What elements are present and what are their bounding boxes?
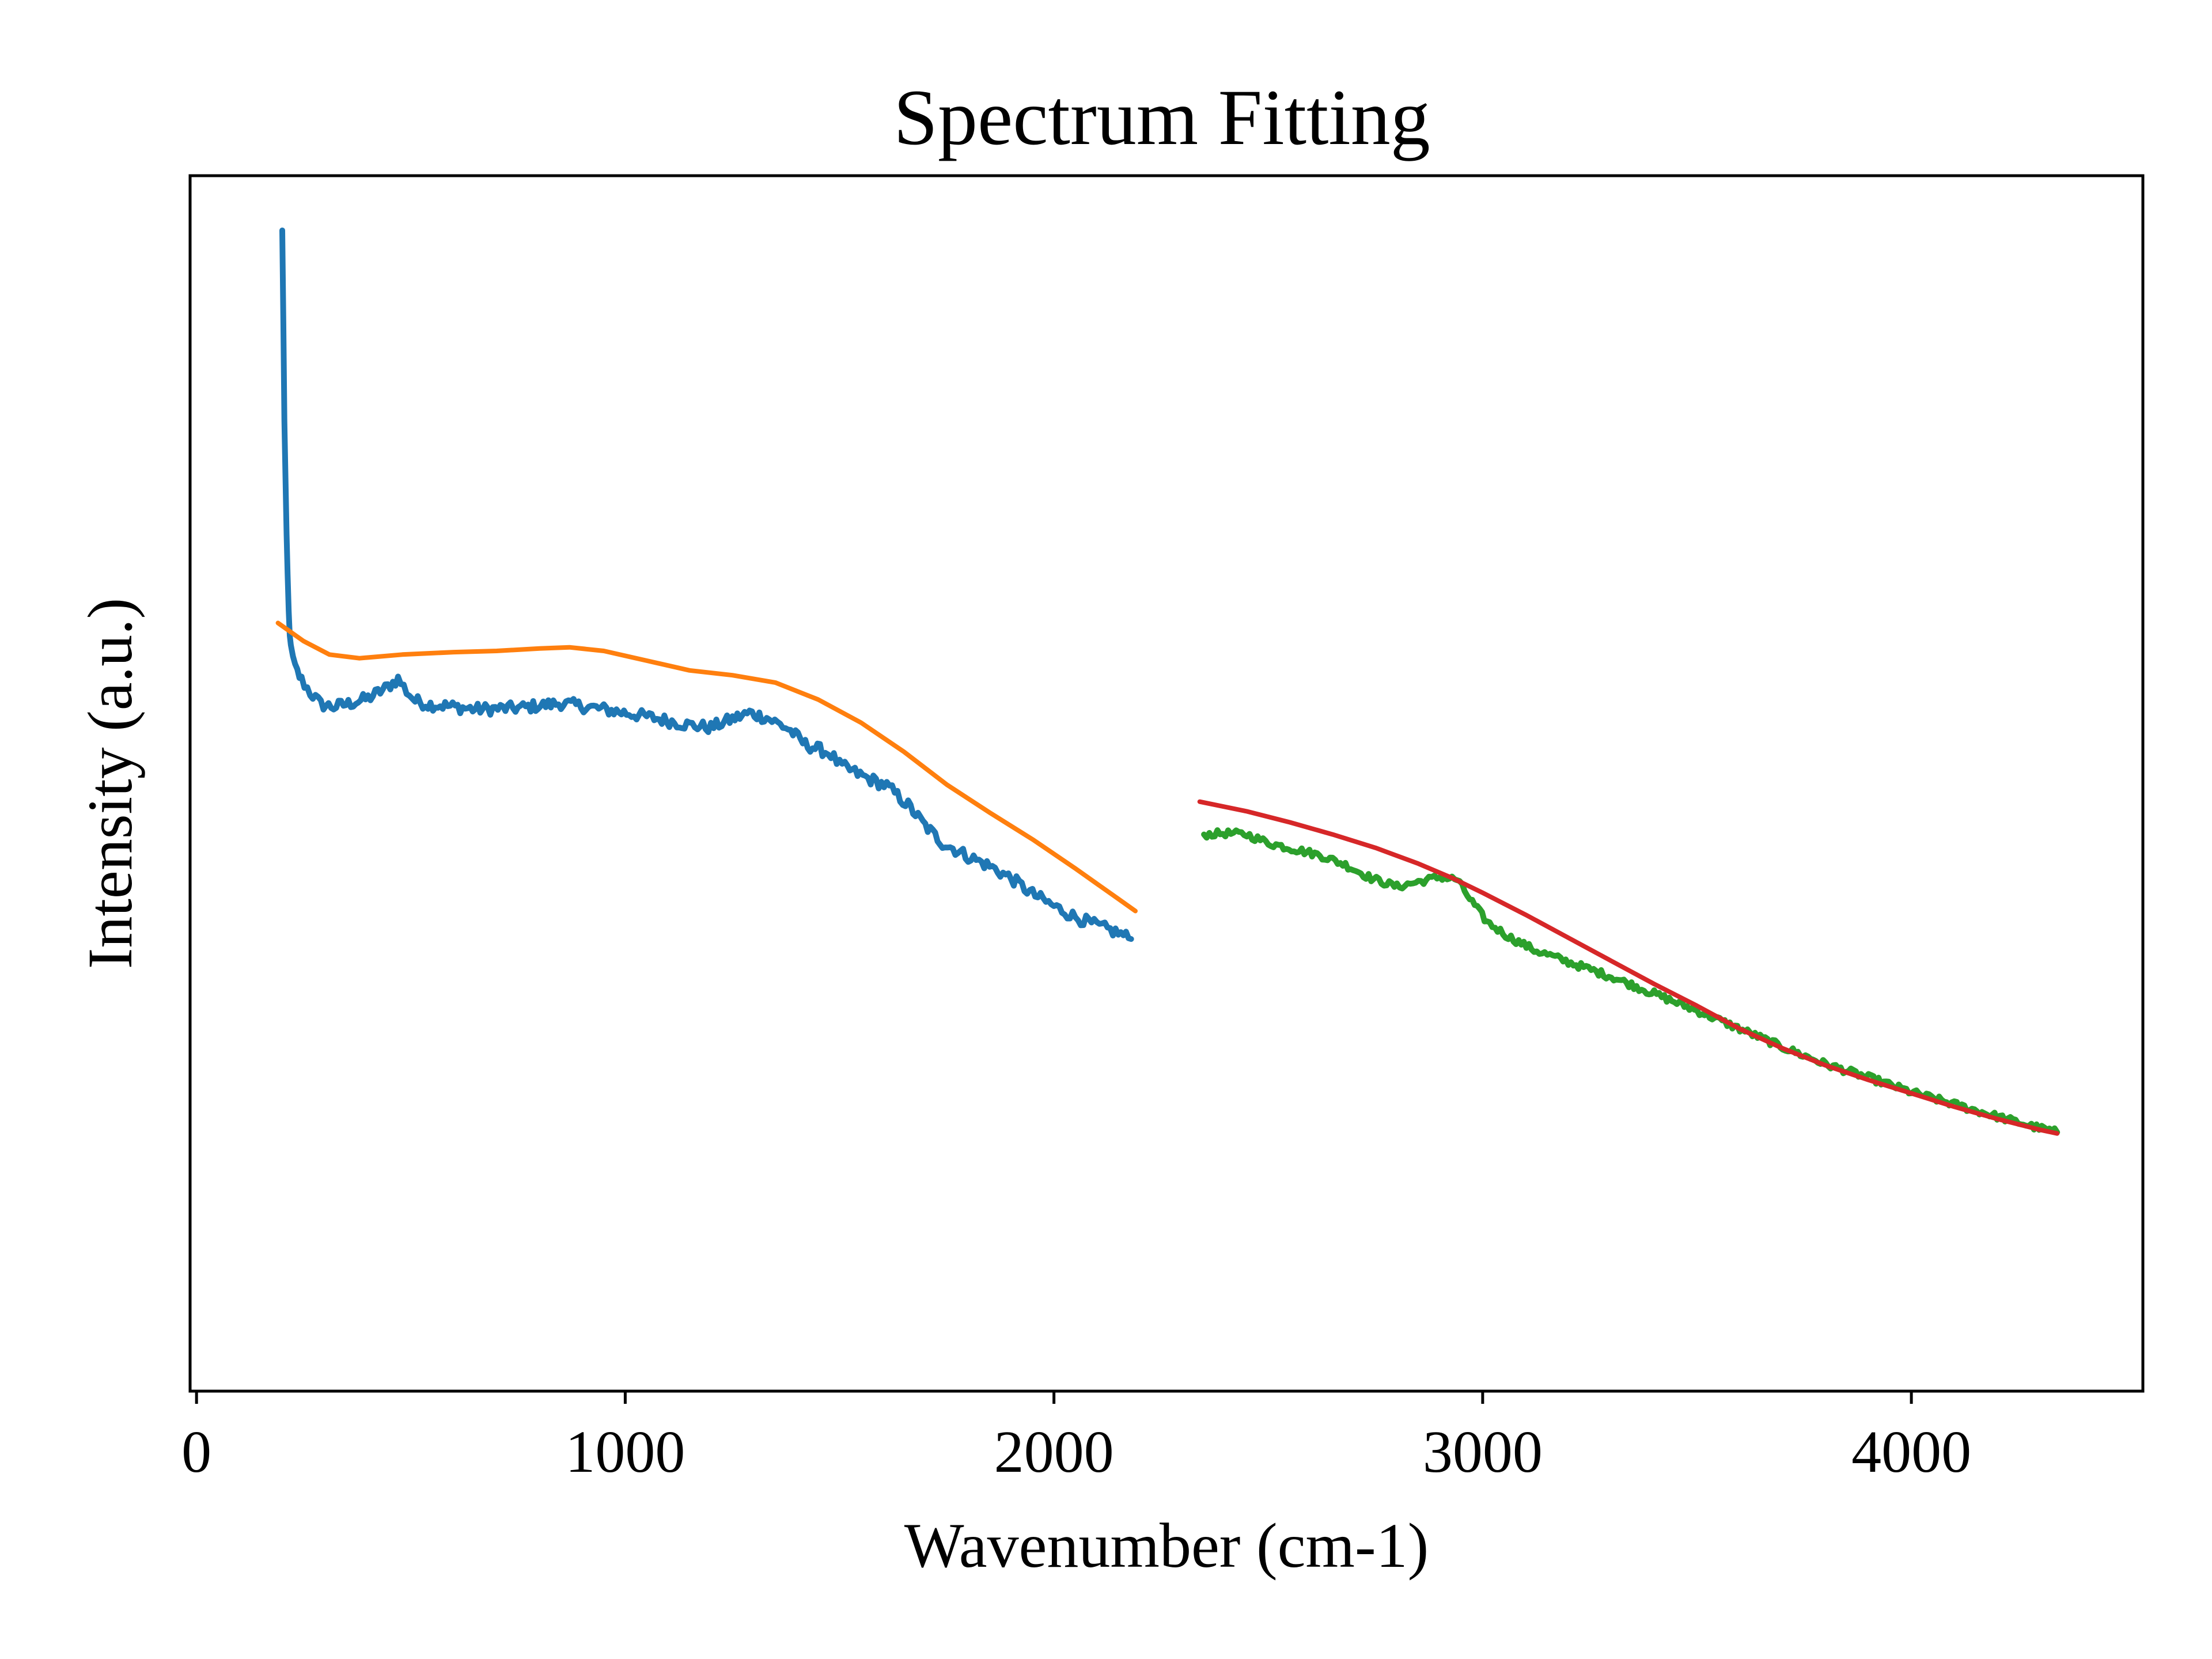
x-tick-label: 2000 <box>994 1419 1114 1485</box>
x-tick-label: 4000 <box>1851 1419 1971 1485</box>
chart-title: Spectrum Fitting <box>893 73 1430 161</box>
series-line-3 <box>1201 827 2061 1135</box>
plot-frame <box>188 174 2145 1393</box>
x-tick-label: 3000 <box>1423 1419 1543 1485</box>
series-line-1 <box>279 228 1134 942</box>
series-line-2 <box>275 620 1138 914</box>
x-axis-ticks: 0 1000 2000 3000 4000 <box>181 1391 1971 1485</box>
y-axis-label: Intensity (a.u.) <box>75 598 145 969</box>
x-tick-label: 0 <box>181 1419 211 1485</box>
x-axis-label: Wavenumber (cm-1) <box>904 1510 1429 1581</box>
series-line-4 <box>1197 799 2060 1136</box>
series-layer <box>275 228 2061 1136</box>
x-tick-label: 1000 <box>565 1419 685 1485</box>
